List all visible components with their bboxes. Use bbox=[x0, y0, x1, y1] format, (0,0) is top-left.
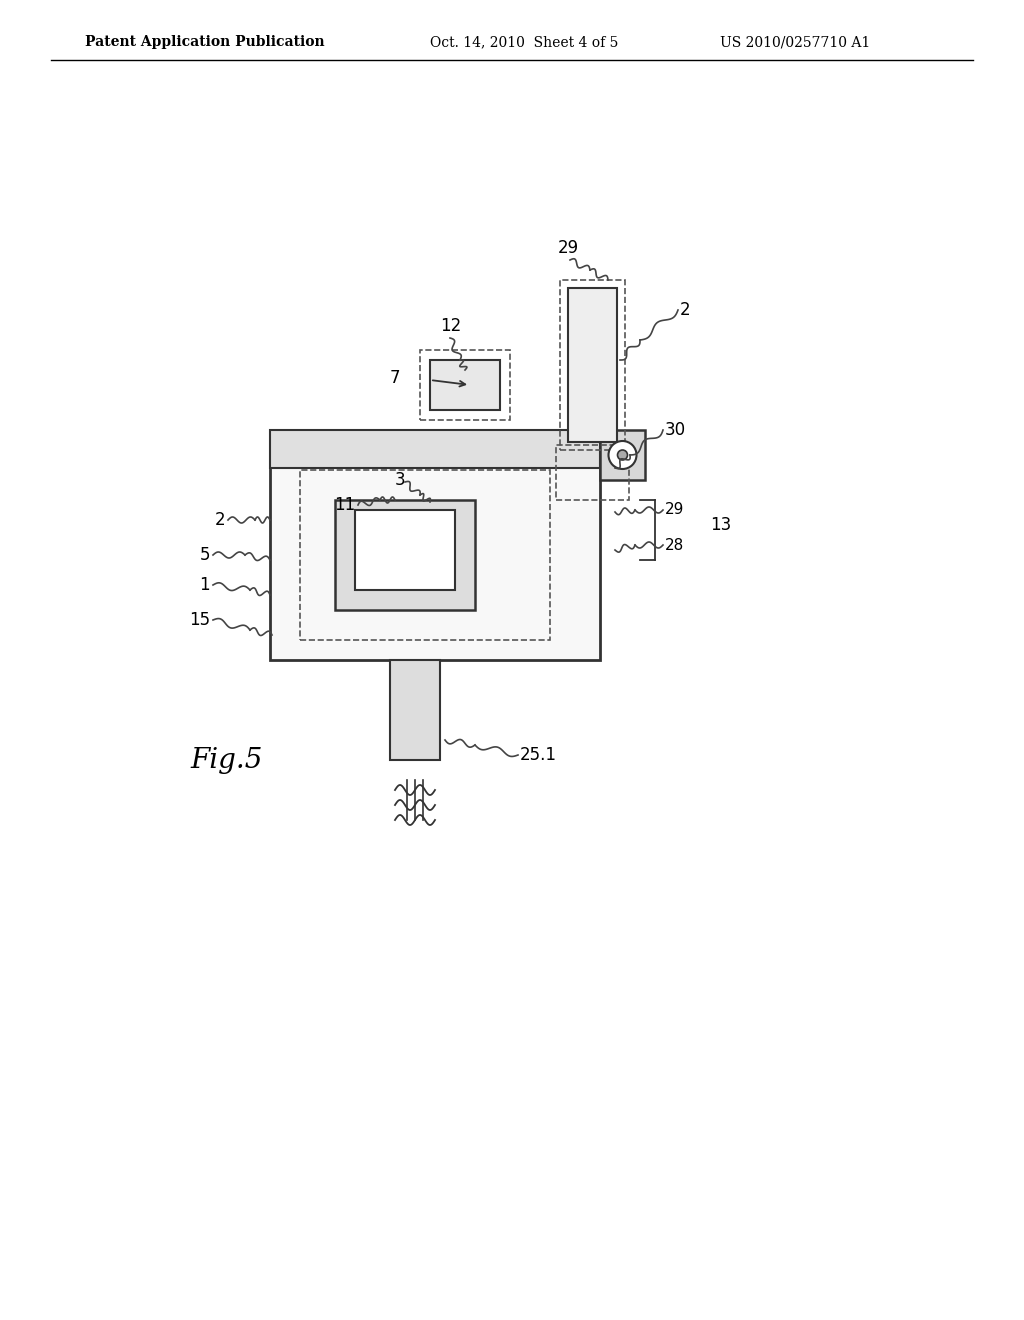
Text: 3: 3 bbox=[395, 471, 406, 488]
Bar bbox=[420, 350, 510, 420]
Bar bbox=[355, 510, 455, 590]
Bar bbox=[390, 660, 440, 760]
Bar bbox=[568, 288, 617, 442]
Circle shape bbox=[608, 441, 637, 469]
Bar bbox=[430, 360, 500, 411]
Text: 7: 7 bbox=[389, 370, 400, 387]
Bar bbox=[300, 470, 550, 640]
Text: 29: 29 bbox=[557, 239, 579, 257]
Circle shape bbox=[617, 450, 628, 459]
Text: 13: 13 bbox=[710, 516, 731, 535]
Text: Fig.5: Fig.5 bbox=[190, 747, 262, 774]
Bar bbox=[270, 430, 600, 469]
Text: Patent Application Publication: Patent Application Publication bbox=[85, 36, 325, 49]
Bar bbox=[270, 430, 600, 660]
Text: 1: 1 bbox=[200, 576, 210, 594]
Text: 2: 2 bbox=[214, 511, 225, 529]
Text: 15: 15 bbox=[188, 611, 210, 630]
Bar bbox=[560, 280, 625, 450]
Bar bbox=[556, 445, 629, 500]
Text: 29: 29 bbox=[665, 503, 684, 517]
Text: 2: 2 bbox=[680, 301, 690, 319]
Bar bbox=[600, 430, 645, 480]
Text: US 2010/0257710 A1: US 2010/0257710 A1 bbox=[720, 36, 870, 49]
Text: 28: 28 bbox=[665, 537, 684, 553]
Bar bbox=[335, 500, 475, 610]
Text: 30: 30 bbox=[665, 421, 686, 440]
Text: 5: 5 bbox=[200, 546, 210, 564]
Text: 12: 12 bbox=[440, 317, 461, 335]
Text: 11: 11 bbox=[334, 496, 355, 513]
Text: 25.1: 25.1 bbox=[520, 746, 557, 764]
Text: Oct. 14, 2010  Sheet 4 of 5: Oct. 14, 2010 Sheet 4 of 5 bbox=[430, 36, 618, 49]
